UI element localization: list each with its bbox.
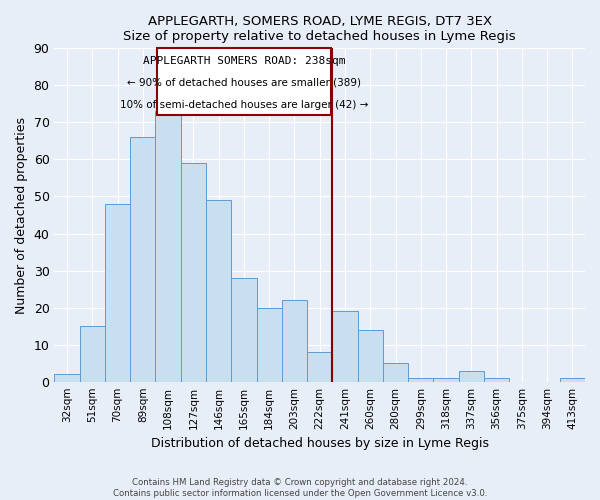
Bar xyxy=(408,378,433,382)
Bar xyxy=(231,278,257,382)
Text: 10% of semi-detached houses are larger (42) →: 10% of semi-detached houses are larger (… xyxy=(120,100,368,110)
Bar xyxy=(307,352,332,382)
Bar xyxy=(282,300,307,382)
FancyBboxPatch shape xyxy=(157,48,331,115)
Bar xyxy=(206,200,231,382)
Bar xyxy=(383,363,408,382)
Y-axis label: Number of detached properties: Number of detached properties xyxy=(15,116,28,314)
Bar xyxy=(560,378,585,382)
Bar xyxy=(484,378,509,382)
Text: Contains HM Land Registry data © Crown copyright and database right 2024.
Contai: Contains HM Land Registry data © Crown c… xyxy=(113,478,487,498)
Bar xyxy=(55,374,80,382)
Bar xyxy=(181,163,206,382)
Title: APPLEGARTH, SOMERS ROAD, LYME REGIS, DT7 3EX
Size of property relative to detach: APPLEGARTH, SOMERS ROAD, LYME REGIS, DT7… xyxy=(124,15,516,43)
Bar xyxy=(130,137,155,382)
X-axis label: Distribution of detached houses by size in Lyme Regis: Distribution of detached houses by size … xyxy=(151,437,489,450)
Text: ← 90% of detached houses are smaller (389): ← 90% of detached houses are smaller (38… xyxy=(127,78,361,88)
Bar xyxy=(105,204,130,382)
Bar xyxy=(458,370,484,382)
Bar xyxy=(358,330,383,382)
Bar xyxy=(80,326,105,382)
Text: APPLEGARTH SOMERS ROAD: 238sqm: APPLEGARTH SOMERS ROAD: 238sqm xyxy=(143,56,345,66)
Bar xyxy=(257,308,282,382)
Bar xyxy=(155,112,181,382)
Bar xyxy=(332,312,358,382)
Bar xyxy=(433,378,458,382)
